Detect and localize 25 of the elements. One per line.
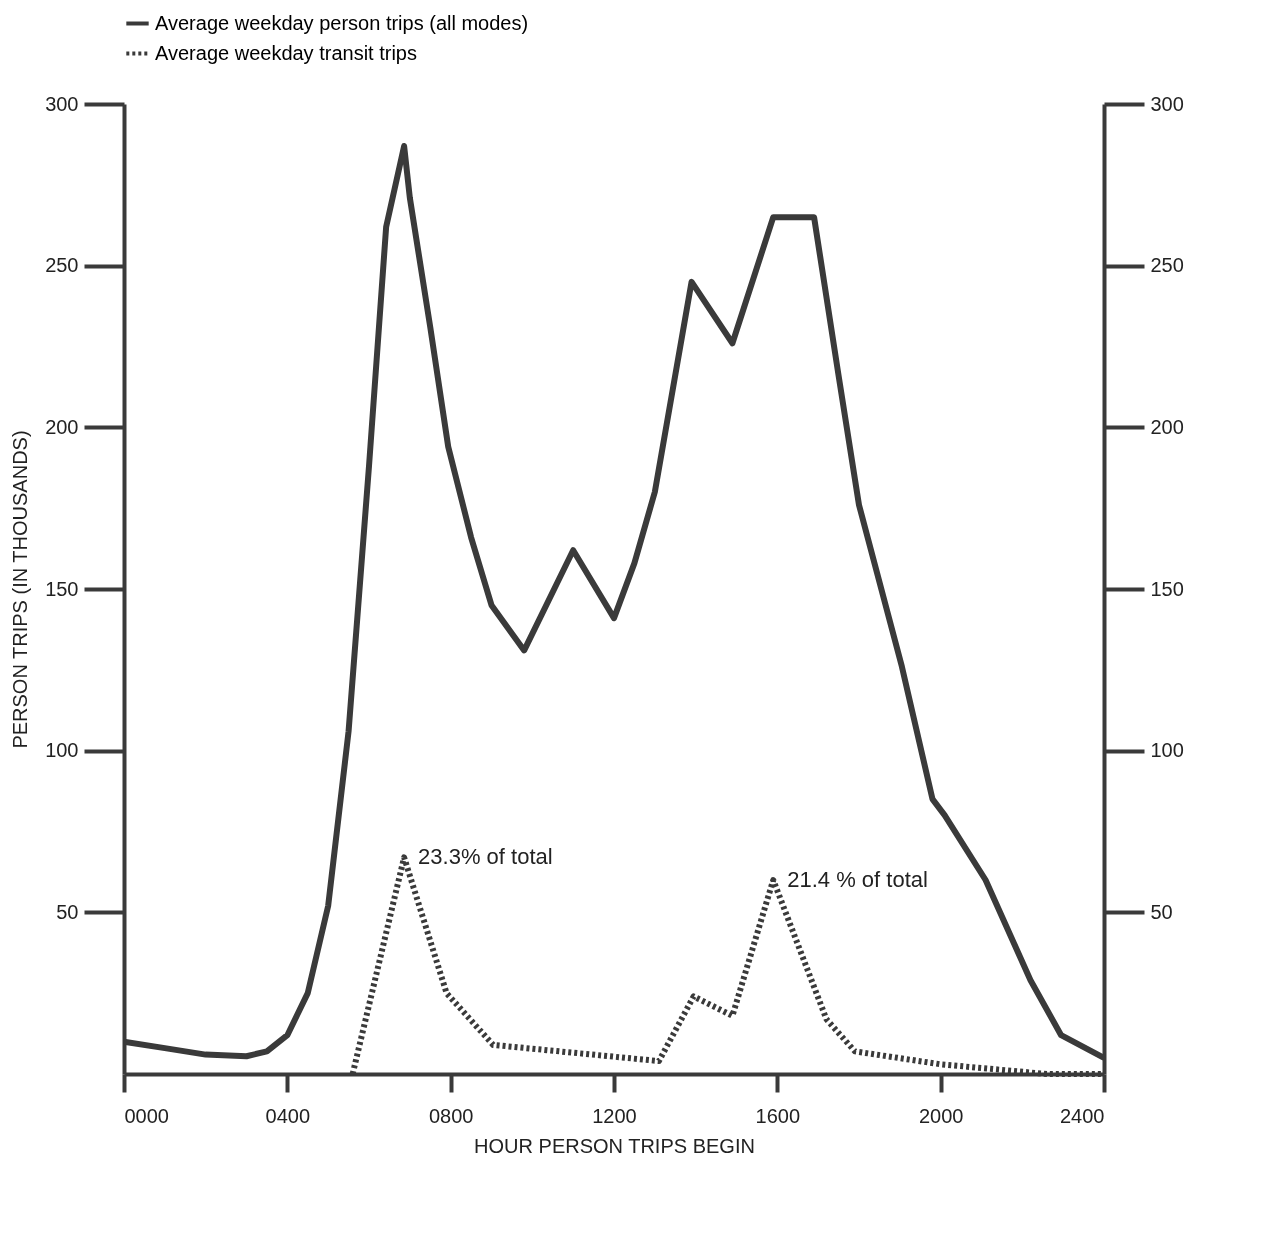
y2-tick-label: 100 [1150, 739, 1184, 762]
y-tick-label: 150 [45, 577, 79, 600]
y-tick-label: 100 [45, 739, 79, 762]
x-tick-label: 2000 [918, 1104, 964, 1127]
y-axis-title: PERSON TRIPS (IN THOUSANDS) [9, 430, 32, 749]
x-tick-label: 0000 [124, 1104, 169, 1127]
legend-label: Average weekday person trips (all modes) [155, 11, 529, 34]
annotation: 21.4 % of total [787, 867, 928, 892]
y2-tick-label: 50 [1150, 900, 1173, 923]
x-tick-label: 0400 [265, 1104, 311, 1127]
y2-tick-label: 250 [1150, 254, 1184, 277]
x-tick-label: 2400 [1060, 1104, 1105, 1127]
y-tick-label: 300 [45, 92, 79, 115]
x-tick-label: 1600 [755, 1104, 801, 1127]
y-tick-label: 50 [56, 900, 79, 923]
y2-tick-label: 200 [1150, 415, 1184, 438]
x-axis-title: HOUR PERSON TRIPS BEGIN [474, 1134, 755, 1157]
y2-tick-label: 300 [1150, 92, 1184, 115]
annotation: 23.3% of total [418, 844, 553, 870]
x-tick-label: 1200 [592, 1104, 637, 1127]
y-tick-label: 200 [45, 415, 79, 438]
x-tick-label: 0800 [428, 1104, 474, 1127]
y-tick-label: 250 [45, 254, 79, 277]
legend-label: Average weekday transit trips [155, 41, 417, 64]
y2-tick-label: 150 [1150, 577, 1184, 600]
